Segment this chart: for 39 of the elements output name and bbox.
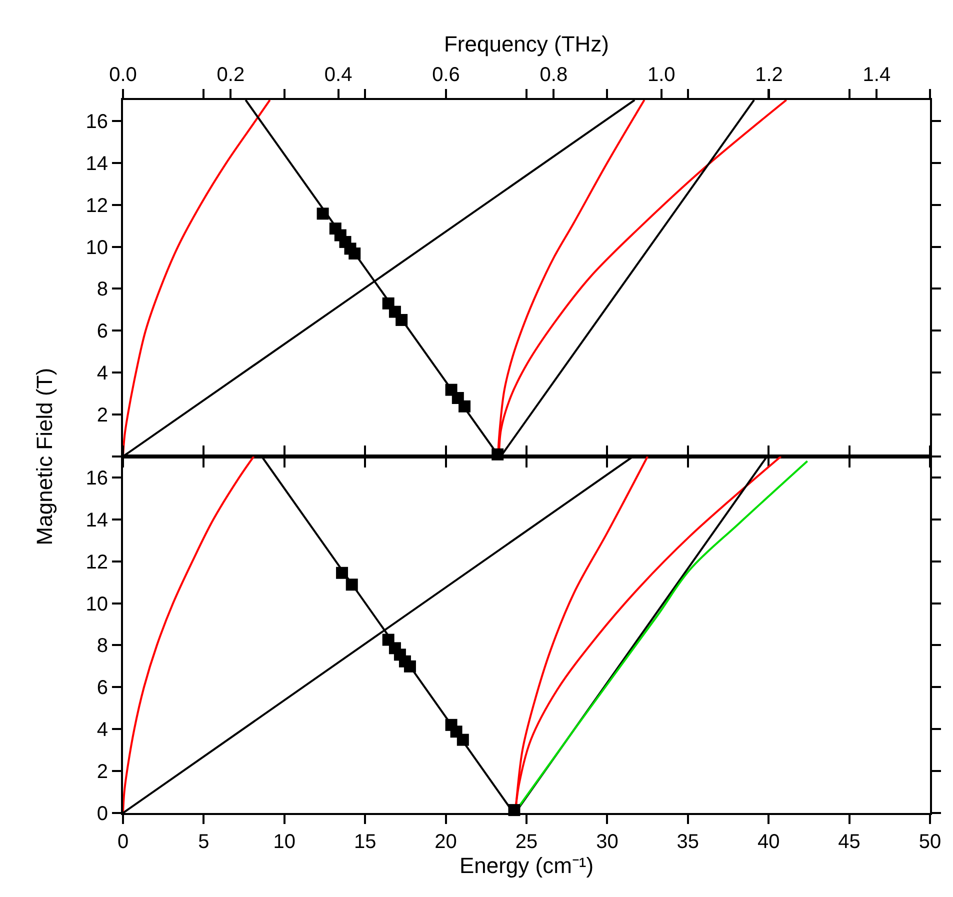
y-tick-label: 8 xyxy=(96,635,108,658)
x-tick-label: 30 xyxy=(596,831,618,853)
x2-tick-label: 0.0 xyxy=(109,64,137,86)
x2-axis-title: Frequency (THz) xyxy=(444,31,610,56)
x-axis-title: Energy (cm⁻¹) xyxy=(459,853,594,878)
x-tick-label: 10 xyxy=(273,831,296,853)
x-tick-label: 50 xyxy=(918,831,942,853)
y-tick-label: 12 xyxy=(86,194,108,217)
x-tick-label: 15 xyxy=(354,831,376,853)
x2-tick-label: 0.2 xyxy=(216,64,245,86)
y-tick-label: 2 xyxy=(96,761,108,784)
x2-tick-label: 1.4 xyxy=(862,64,891,86)
y-tick-label: 0 xyxy=(96,803,108,825)
x-tick-label: 45 xyxy=(838,831,860,853)
x2-tick-label: 0.8 xyxy=(540,64,568,86)
y-tick-label: 4 xyxy=(96,719,108,742)
y-tick-label: 10 xyxy=(86,593,108,616)
y-tick-label: 10 xyxy=(86,236,108,259)
x-tick-label: 0 xyxy=(117,831,129,853)
y-tick-label: 2 xyxy=(96,404,108,427)
y-tick-label: 6 xyxy=(96,320,108,343)
x-tick-label: 25 xyxy=(515,831,538,853)
x-tick-label: 35 xyxy=(676,831,700,853)
y-tick-label: 16 xyxy=(86,110,108,133)
y-tick-label: 14 xyxy=(86,509,108,532)
y-axis-title: Magnetic Field (T) xyxy=(32,368,58,546)
y-tick-label: 4 xyxy=(96,362,108,385)
x-tick-label: 20 xyxy=(434,831,457,853)
y-tick-label: 12 xyxy=(86,551,108,574)
x2-tick-label: 1.2 xyxy=(755,64,783,86)
y-tick-label: 16 xyxy=(86,467,108,490)
x2-tick-label: 1.0 xyxy=(647,64,676,86)
y-tick-label: 8 xyxy=(96,278,108,301)
x2-tick-label: 0.6 xyxy=(432,64,460,86)
x2-tick-label: 0.4 xyxy=(324,64,352,86)
x-tick-label: 40 xyxy=(757,831,780,853)
x-tick-label: 5 xyxy=(198,831,210,853)
y-tick-label: 6 xyxy=(96,677,108,700)
y-tick-label: 14 xyxy=(86,152,108,175)
